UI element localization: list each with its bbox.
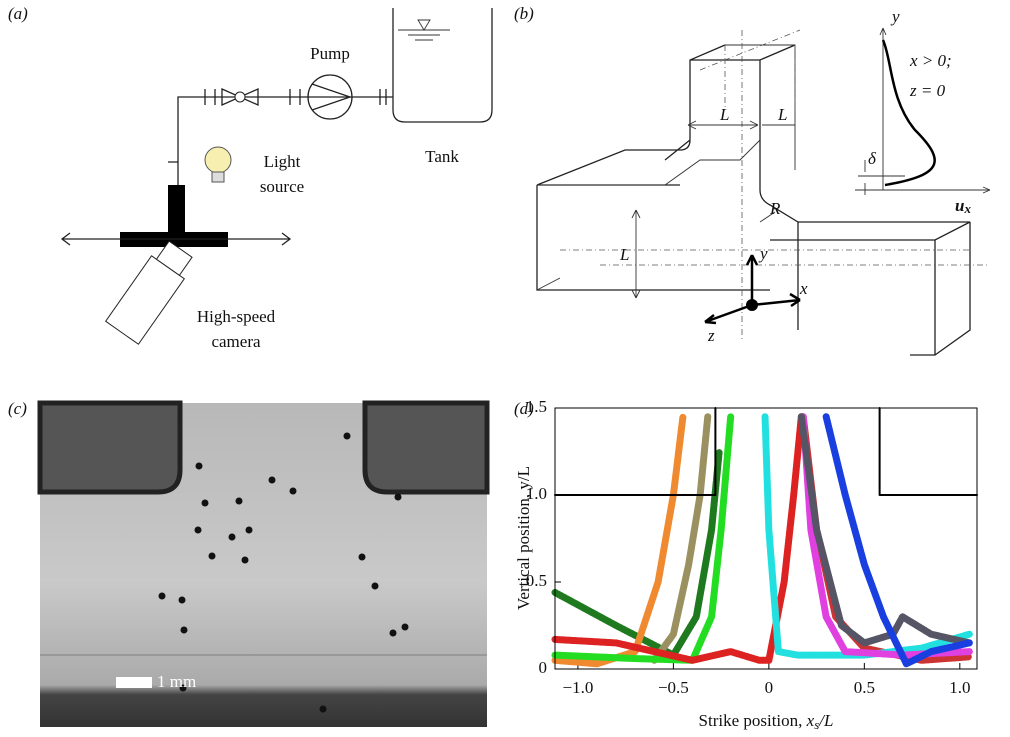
y-tick-label: 1.5: [526, 397, 547, 416]
label: z = 0: [909, 81, 946, 100]
panel-c: (c) 1 mm: [8, 399, 490, 727]
series-line: [822, 413, 973, 668]
series-line: [551, 413, 805, 664]
label: z: [707, 326, 715, 345]
x-tick-label: 0: [765, 678, 774, 697]
scale-label: 1 mm: [157, 672, 196, 691]
x-tick-label: 1.0: [949, 678, 970, 697]
label: L: [619, 245, 629, 264]
y-tick-label: 0: [539, 658, 548, 677]
hidden-edges: [560, 29, 990, 340]
label: u: [955, 196, 964, 215]
label: High-speed: [197, 307, 276, 326]
label: L: [719, 105, 729, 124]
velocity-profile: [881, 39, 936, 187]
label: y: [758, 244, 768, 263]
y-tick-label: 0.5: [526, 571, 547, 590]
channel-back: [536, 44, 796, 291]
series-line: [551, 413, 687, 668]
label: camera: [211, 332, 261, 351]
axes-arrows: [704, 254, 801, 325]
series-line: [551, 448, 723, 659]
plot-frame: [554, 407, 978, 670]
photo-corner: [362, 400, 490, 495]
label: x > 0;: [909, 51, 952, 70]
valve-stem: [234, 91, 246, 103]
panel-label: (a): [8, 4, 28, 23]
flanges: [168, 89, 387, 163]
x-tick-label: −1.0: [562, 678, 593, 697]
label: L: [777, 105, 787, 124]
x-axis-label: Strike position, xs/L: [699, 711, 834, 732]
label: x: [799, 279, 808, 298]
origin: [746, 299, 758, 311]
panel-d: (d) Vertical position, y/L Strike positi…: [514, 397, 978, 732]
wall: [554, 407, 717, 496]
panel-b: (b) L L L R y x z y x > 0; z = 0 δ ux: [514, 4, 991, 356]
camera: [104, 240, 193, 345]
label: x: [963, 201, 971, 216]
label: Strike position,: [699, 711, 807, 730]
x-tick-label: −0.5: [658, 678, 689, 697]
label: Tank: [425, 147, 459, 166]
label: x: [806, 711, 815, 730]
valve: [221, 87, 259, 107]
panel-a: (a) Pump Light source Tank High-speed ca…: [8, 4, 493, 351]
series-line: [797, 413, 973, 647]
water-level: [398, 19, 450, 41]
panel-label: (c): [8, 399, 27, 418]
flow-arrow: [60, 232, 292, 246]
bulb-base: [211, 171, 225, 183]
series-line: [799, 413, 973, 659]
pump-vane: [311, 83, 353, 111]
t-junction: [168, 185, 185, 232]
label: s: [814, 717, 819, 732]
bulb: [204, 146, 232, 174]
tank: [392, 8, 493, 123]
x-tick-label: 0.5: [854, 678, 875, 697]
pipe: [177, 96, 393, 185]
particles: [158, 432, 409, 713]
panel-label: (d): [514, 399, 534, 418]
wall: [878, 407, 978, 496]
y-axis-label: Vertical position, y/L: [514, 466, 533, 610]
label: y: [890, 7, 900, 26]
label: R: [769, 199, 781, 218]
label: Pump: [310, 44, 350, 63]
dimensions: [631, 120, 795, 299]
panel-label: (b): [514, 4, 534, 23]
label: /L: [818, 711, 833, 730]
y-tick-label: 1.0: [526, 484, 547, 503]
photo-corner: [37, 400, 183, 495]
label: source: [260, 177, 304, 196]
label: δ: [868, 149, 877, 168]
scale-bar: [116, 677, 152, 688]
series-line: [650, 413, 712, 664]
series-line: [551, 413, 735, 664]
label: ux: [955, 196, 971, 216]
profile-axes: [855, 27, 991, 195]
series-line: [761, 413, 973, 659]
label: Light: [264, 152, 301, 171]
